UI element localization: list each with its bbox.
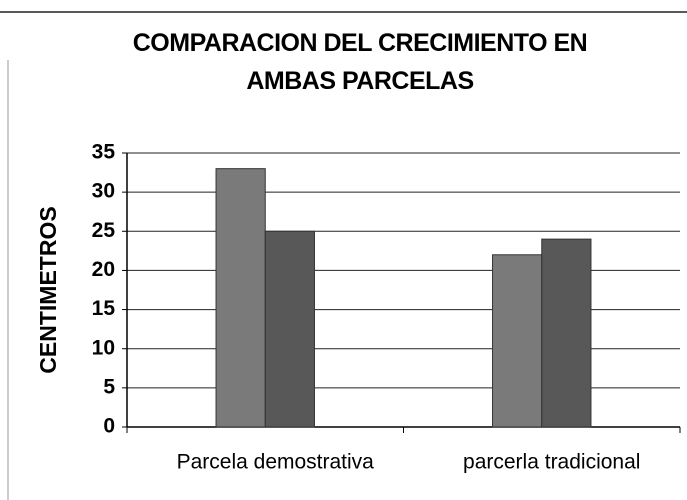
y-axis-label: CENTIMETROS xyxy=(35,206,61,373)
y-tick-label: 5 xyxy=(103,375,115,398)
bar xyxy=(492,254,543,428)
bar xyxy=(541,238,592,428)
x-tick-label: parcerla tradicional xyxy=(463,451,640,474)
y-tick-label: 10 xyxy=(92,336,115,359)
x-tick-label: Parcela demostrativa xyxy=(177,451,375,474)
y-tick-label: 20 xyxy=(92,258,115,281)
y-tick-label: 25 xyxy=(92,219,116,242)
y-tick-label: 35 xyxy=(92,141,116,164)
y-tick-label: 0 xyxy=(103,415,115,438)
bar xyxy=(264,230,315,428)
y-tick-label: 15 xyxy=(92,297,116,320)
y-tick-label: 30 xyxy=(92,180,115,203)
bar xyxy=(215,168,266,428)
chart-title: COMPARACION DEL CRECIMIENTO EN AMBAS PAR… xyxy=(132,29,588,95)
